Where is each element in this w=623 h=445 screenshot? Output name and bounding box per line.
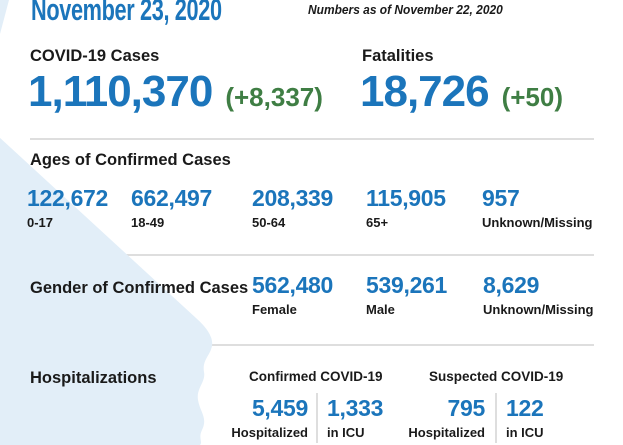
age-group-stat: 957 Unknown/Missing bbox=[482, 185, 593, 230]
icu-label: in ICU bbox=[327, 425, 365, 440]
icu-value: 122 bbox=[506, 395, 544, 421]
as-of-note: Numbers as of November 22, 2020 bbox=[308, 2, 503, 17]
age-group-label: 65+ bbox=[366, 215, 389, 230]
icu-value: 1,333 bbox=[327, 395, 384, 421]
fatalities-section-label: Fatalities bbox=[362, 47, 434, 65]
hospitalized-label: Hospitalized bbox=[408, 425, 485, 440]
age-group-stat: 662,497 18-49 bbox=[131, 185, 213, 230]
fatalities-delta-value: (+50) bbox=[501, 82, 563, 112]
age-group-label: 50-64 bbox=[252, 215, 286, 230]
suspected-icu-stat: 122 in ICU bbox=[506, 395, 544, 440]
age-group-value: 208,339 bbox=[252, 185, 334, 211]
column-divider bbox=[316, 393, 318, 443]
age-group-label: 18-49 bbox=[131, 215, 165, 230]
age-group-stat: 208,339 50-64 bbox=[252, 185, 334, 230]
section-divider bbox=[30, 344, 594, 346]
cases-section-label: COVID-19 Cases bbox=[30, 47, 160, 65]
hospitalized-value: 795 bbox=[447, 395, 486, 421]
gender-value: 539,261 bbox=[366, 272, 448, 298]
hospitalizations-section-heading: Hospitalizations bbox=[30, 369, 157, 387]
ages-section-heading: Ages of Confirmed Cases bbox=[30, 151, 231, 169]
gender-stat: 562,480 Female bbox=[252, 272, 334, 317]
gender-label: Female bbox=[252, 302, 297, 317]
fatalities-total-value: 18,726 bbox=[360, 67, 490, 116]
age-group-label: Unknown/Missing bbox=[482, 215, 593, 230]
cases-delta-value: (+8,337) bbox=[225, 82, 323, 112]
gender-stat: 8,629 Unknown/Missing bbox=[483, 272, 594, 317]
age-group-stat: 115,905 65+ bbox=[366, 185, 446, 230]
gender-label: Male bbox=[366, 302, 395, 317]
column-divider bbox=[495, 393, 497, 443]
age-group-value: 122,672 bbox=[27, 185, 109, 211]
gender-section-heading: Gender of Confirmed Cases bbox=[30, 279, 249, 297]
age-group-value: 957 bbox=[482, 185, 520, 211]
section-divider bbox=[30, 254, 594, 256]
age-group-value: 662,497 bbox=[131, 185, 213, 211]
hospitalized-label: Hospitalized bbox=[231, 425, 308, 440]
confirmed-hospitalized-stat: 5,459 Hospitalized bbox=[226, 395, 308, 440]
suspected-covid-column-header: Suspected COVID-19 bbox=[429, 369, 564, 384]
report-date-title: November 23, 2020 bbox=[31, 0, 222, 27]
gender-label: Unknown/Missing bbox=[483, 302, 594, 317]
icu-label: in ICU bbox=[506, 425, 544, 440]
suspected-hospitalized-stat: 795 Hospitalized bbox=[403, 395, 486, 440]
gender-value: 562,480 bbox=[252, 272, 334, 298]
confirmed-covid-column-header: Confirmed COVID-19 bbox=[249, 369, 383, 384]
gender-value: 8,629 bbox=[483, 272, 540, 298]
age-group-stat: 122,672 0-17 bbox=[27, 185, 109, 230]
cases-total-value: 1,110,370 bbox=[28, 67, 213, 116]
fatalities-stat-row: 18,726 (+50) bbox=[360, 70, 563, 114]
hospitalized-value: 5,459 bbox=[251, 395, 308, 421]
section-divider bbox=[30, 138, 594, 140]
age-group-value: 115,905 bbox=[366, 185, 446, 211]
age-group-label: 0-17 bbox=[27, 215, 54, 230]
gender-stat: 539,261 Male bbox=[366, 272, 448, 317]
confirmed-icu-stat: 1,333 in ICU bbox=[327, 395, 384, 440]
cases-stat-row: 1,110,370 (+8,337) bbox=[28, 70, 323, 114]
